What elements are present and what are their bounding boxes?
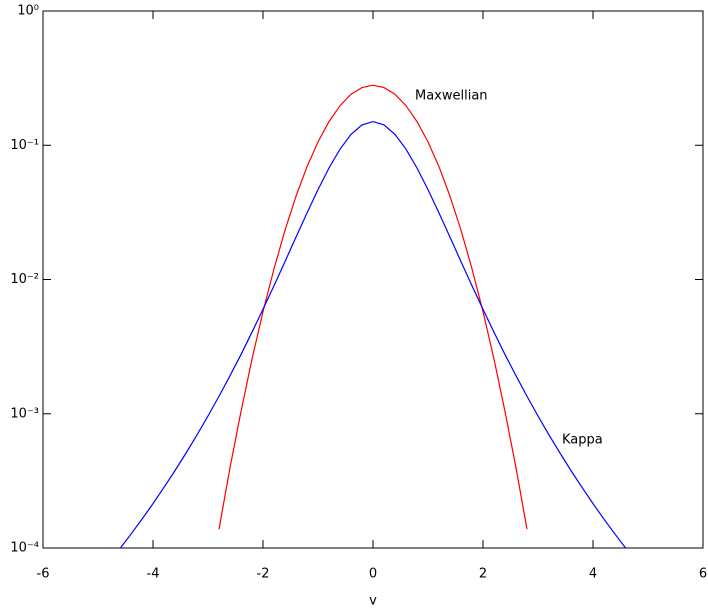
x-tick-label: 4 — [589, 567, 597, 582]
series-line — [119, 120, 627, 548]
y-tick-label: 10⁰ — [17, 4, 39, 19]
x-tick-label: -4 — [147, 567, 160, 582]
y-tick-label: 10⁻⁴ — [10, 541, 39, 556]
x-tick-label: -2 — [257, 567, 270, 582]
x-tick-label: 0 — [369, 567, 377, 582]
x-tick-label: 2 — [479, 567, 487, 582]
y-tick-label: 10⁻³ — [10, 406, 39, 421]
series-label: Kappa — [562, 433, 603, 448]
series-label: Maxwellian — [415, 89, 488, 104]
x-axis-label: v — [369, 594, 377, 609]
x-tick-label: 6 — [699, 567, 707, 582]
x-tick-label: -6 — [37, 567, 50, 582]
y-tick-label: 10⁻² — [10, 272, 39, 287]
plot-frame — [42, 10, 704, 549]
series-line — [218, 84, 528, 530]
y-tick-label: 10⁻¹ — [10, 138, 39, 153]
